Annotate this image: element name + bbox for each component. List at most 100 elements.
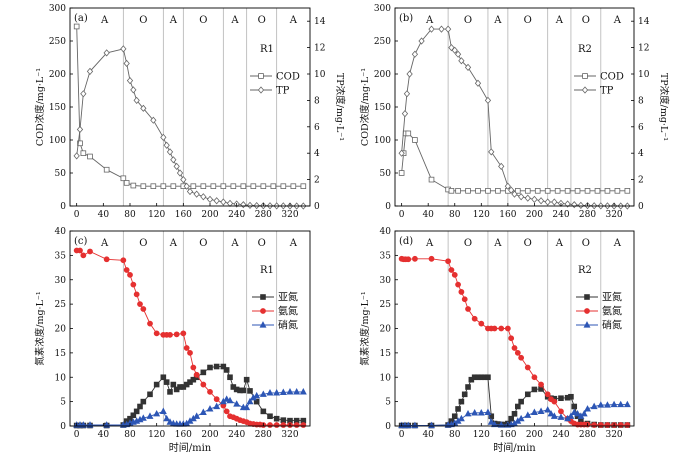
data-point	[603, 401, 611, 408]
y-tick-label: 300	[374, 4, 391, 14]
phase-label: A	[555, 15, 564, 26]
data-point	[405, 130, 412, 137]
legend-marker	[257, 86, 265, 94]
data-point	[465, 188, 471, 194]
data-point	[451, 46, 458, 54]
data-point	[187, 349, 193, 356]
data-point	[220, 183, 227, 190]
phase-label: A	[100, 238, 109, 249]
legend-marker	[582, 73, 588, 79]
data-point	[471, 315, 478, 322]
phase-label: O	[524, 15, 532, 26]
data-point	[120, 45, 127, 53]
legend-entry: 硝氮	[576, 319, 622, 332]
data-point	[403, 90, 411, 98]
data-point	[597, 422, 604, 428]
data-point	[243, 376, 250, 383]
data-point	[193, 412, 201, 419]
x-tick-label: 240	[228, 210, 245, 220]
data-point	[213, 197, 220, 205]
phase-label: A	[555, 238, 564, 249]
data-point	[498, 162, 505, 171]
phase-label: O	[139, 15, 147, 26]
data-point	[80, 252, 87, 259]
x-tick-label: 200	[526, 210, 543, 220]
data-point	[123, 180, 130, 186]
data-point	[186, 187, 194, 196]
data-point	[167, 389, 173, 395]
y-tick-label: 300	[49, 4, 66, 14]
data-point	[444, 25, 452, 33]
phase-label: A	[169, 15, 178, 26]
data-point	[259, 390, 267, 397]
reactor-label: R1	[260, 44, 274, 55]
data-point	[591, 422, 598, 428]
data-point	[557, 413, 565, 420]
data-point	[584, 405, 591, 412]
data-point	[458, 289, 465, 295]
data-point	[159, 407, 167, 414]
phase-label: A	[493, 15, 502, 26]
y-tick-label: 200	[374, 70, 391, 80]
phase-label: A	[613, 15, 622, 26]
y2-tick-label: 6	[638, 123, 644, 133]
x-tick-label: 0	[399, 210, 405, 220]
series-line-1	[401, 258, 628, 426]
data-point	[133, 291, 140, 298]
series-markers-0	[73, 23, 307, 190]
data-point	[300, 183, 307, 190]
y2-tick-label: 4	[638, 149, 644, 159]
x-tick-label: 320	[281, 430, 298, 440]
data-point	[207, 364, 213, 371]
data-point	[73, 152, 80, 160]
data-point	[604, 422, 611, 428]
legend-label: TP	[600, 86, 614, 97]
y-tick-label: 40	[55, 227, 67, 237]
data-point	[87, 248, 93, 255]
data-point	[250, 183, 257, 190]
data-point	[428, 176, 435, 183]
data-point	[491, 325, 498, 332]
y-tick-label: 5	[60, 398, 66, 408]
reactor-label: R2	[578, 44, 592, 55]
y-tick-label: 35	[55, 251, 67, 261]
legend-swatch-marker	[260, 294, 266, 300]
data-point	[210, 183, 217, 190]
legend-marker	[581, 86, 589, 94]
data-point	[267, 422, 273, 428]
data-point	[126, 76, 134, 85]
data-point	[299, 388, 307, 395]
data-point	[293, 388, 301, 395]
data-point	[300, 422, 307, 428]
data-point	[574, 188, 581, 194]
data-point	[504, 182, 511, 190]
data-point	[140, 183, 147, 190]
y2-tick-label: 2	[638, 176, 644, 186]
data-point	[465, 384, 471, 390]
y2-tick-label: 14	[314, 17, 326, 27]
data-point	[220, 363, 227, 370]
data-point	[508, 186, 515, 194]
data-point	[170, 381, 177, 388]
y-tick-label: 0	[385, 202, 391, 212]
data-point	[518, 354, 525, 361]
x-tick-label: 80	[449, 430, 461, 440]
data-point	[448, 267, 455, 273]
legend-entry: COD	[574, 72, 624, 83]
x-tick-label: 40	[98, 430, 110, 440]
y2-tick-label: 8	[638, 96, 644, 106]
data-point	[531, 386, 538, 393]
legend-entry: 硝氮	[252, 319, 298, 332]
data-point	[524, 411, 532, 418]
data-point	[139, 414, 147, 421]
data-point	[130, 86, 137, 94]
y2-tick-label: 14	[638, 17, 650, 27]
data-point	[487, 418, 495, 425]
data-point	[199, 408, 207, 415]
y2-tick-label: 10	[314, 70, 326, 80]
legend-marker	[259, 321, 267, 328]
data-point	[137, 403, 143, 410]
series-line-1	[76, 48, 304, 207]
data-point	[544, 198, 551, 206]
